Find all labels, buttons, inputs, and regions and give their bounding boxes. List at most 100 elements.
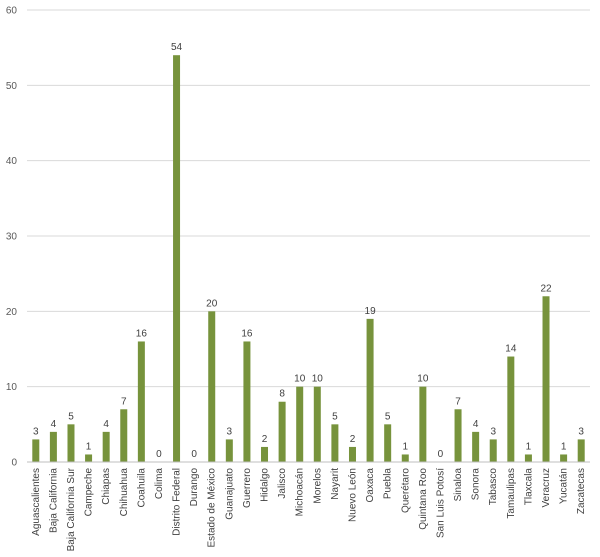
data-label: 3: [490, 426, 496, 437]
bar: [313, 386, 321, 462]
category-label: Veracruz: [541, 468, 552, 507]
bar: [49, 431, 57, 462]
category-label: San Luis Potosí: [435, 468, 446, 538]
data-label: 1: [86, 441, 92, 452]
bar: [489, 439, 497, 462]
bar: [542, 296, 550, 462]
y-tick-label: 40: [6, 156, 18, 167]
bar: [401, 454, 409, 462]
data-label: 54: [171, 42, 183, 53]
category-label: Aguascalientes: [31, 468, 42, 536]
category-label: Coahuila: [136, 468, 147, 508]
data-label: 14: [505, 344, 517, 355]
category-label: Puebla: [383, 468, 394, 500]
data-label: 7: [455, 396, 461, 407]
category-label: Sinaloa: [453, 468, 464, 502]
bar: [243, 341, 251, 462]
y-tick-label: 20: [6, 307, 18, 318]
data-label: 4: [51, 419, 57, 430]
bar: [102, 431, 110, 462]
data-label: 22: [540, 283, 552, 294]
data-label: 5: [68, 411, 74, 422]
category-labels: Aguascalientes Baja California Baja Califo…: [31, 467, 587, 551]
data-label: 10: [294, 374, 306, 385]
category-label: Tlaxcala: [523, 468, 534, 506]
y-tick-label: 50: [6, 81, 18, 92]
bar: [560, 454, 568, 462]
data-label: 2: [262, 434, 268, 445]
bar: [507, 356, 515, 462]
data-label: 0: [438, 449, 444, 460]
data-label: 20: [206, 298, 218, 309]
data-label: 7: [121, 396, 127, 407]
category-label: Colima: [154, 468, 165, 500]
bar: [173, 55, 181, 462]
category-label: Hidalgo: [260, 468, 271, 502]
category-label: Tamaulipas: [506, 468, 517, 519]
category-label: Morelos: [312, 468, 323, 504]
data-label: 16: [136, 328, 148, 339]
bar: [348, 446, 356, 462]
bar: [419, 386, 427, 462]
data-label: 3: [227, 426, 233, 437]
bars: [32, 55, 585, 462]
data-label: 8: [279, 389, 285, 400]
category-label: Sonora: [471, 468, 482, 501]
data-label: 5: [332, 411, 338, 422]
data-label: 0: [156, 449, 162, 460]
data-label: 1: [561, 441, 567, 452]
bar: [137, 341, 145, 462]
data-label: 10: [417, 374, 429, 385]
category-label: Chiapas: [101, 468, 112, 505]
data-label: 19: [365, 306, 377, 317]
data-label: 2: [350, 434, 356, 445]
y-axis-ticks: 0 10 20 30 40 50 60: [6, 6, 18, 469]
category-label: Jalisco: [277, 468, 288, 499]
bar: [85, 454, 93, 462]
bar: [331, 424, 339, 462]
data-label: 4: [473, 419, 479, 430]
bar: [384, 424, 392, 462]
y-tick-label: 30: [6, 232, 18, 243]
bar: [208, 311, 216, 462]
category-label: Baja California: [48, 468, 59, 533]
category-label: Guerrero: [242, 468, 253, 508]
category-label: Baja California Sur: [66, 467, 77, 551]
bar: [67, 424, 75, 462]
bar: [32, 439, 40, 462]
data-label: 3: [578, 426, 584, 437]
bar: [454, 409, 462, 462]
data-label: 1: [526, 441, 532, 452]
category-label: Guanajuato: [224, 468, 235, 520]
category-label: Estado de México: [207, 468, 218, 548]
bar: [524, 454, 532, 462]
data-label: 3: [33, 426, 39, 437]
data-label: 16: [241, 328, 253, 339]
y-tick-label: 0: [11, 458, 17, 469]
bar: [472, 431, 480, 462]
data-label: 5: [385, 411, 391, 422]
gridlines: [27, 9, 590, 388]
category-label: Zacatecas: [576, 468, 587, 514]
data-label: 4: [103, 419, 109, 430]
data-label: 1: [402, 441, 408, 452]
category-label: Oaxaca: [365, 468, 376, 503]
category-label: Querétaro: [400, 468, 411, 513]
data-label: 10: [312, 374, 324, 385]
bar: [120, 409, 128, 462]
bar: [577, 439, 585, 462]
category-label: Yucatán: [559, 468, 570, 504]
category-label: Nayarit: [330, 468, 341, 500]
bar: [366, 318, 374, 462]
category-label: Nuevo León: [347, 468, 358, 522]
category-label: Michoacán: [295, 468, 306, 516]
bar: [225, 439, 233, 462]
bar: [261, 446, 269, 462]
y-tick-label: 10: [6, 382, 18, 393]
category-label: Distrito Federal: [172, 468, 183, 536]
bar: [278, 401, 286, 462]
bar: [296, 386, 304, 462]
